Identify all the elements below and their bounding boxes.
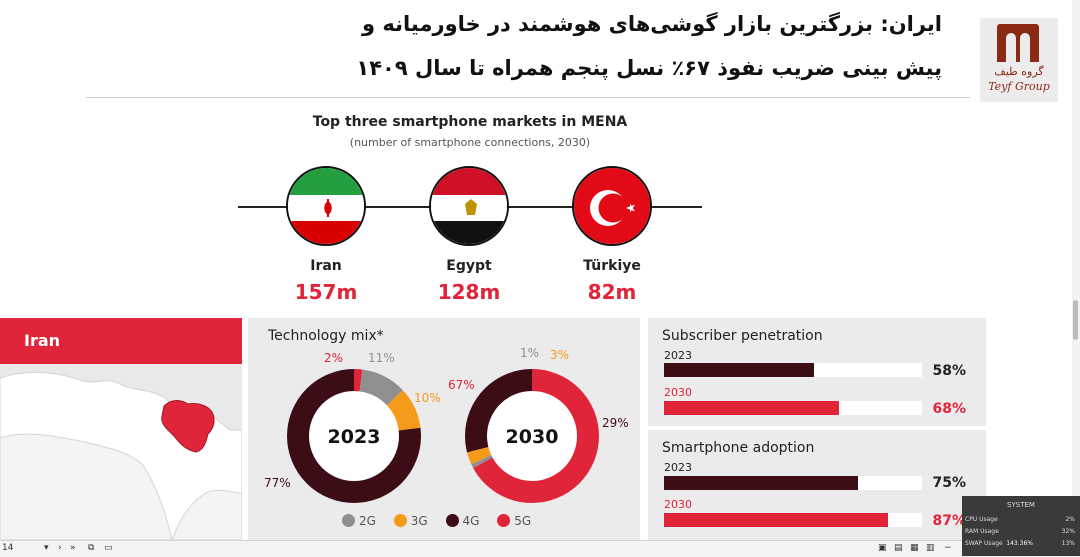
iran-panel-title: Iran [24,331,61,350]
pct-2030-2g: 1% [520,346,540,360]
legend-4g-label: 4G [462,514,480,528]
iran-highlight [161,400,215,453]
markets-chart-title: Top three smartphone markets in MENA [312,114,628,130]
logo-mark-icon [997,24,1039,62]
legend-3g-label: 3G [410,514,428,528]
legend-4g-dot [445,514,459,527]
view-grid-icon[interactable]: ▦ [910,543,919,553]
legend-3g: 3G [393,514,428,528]
donut-2030-slice-4g [465,369,599,503]
ram-value: 32% [1061,528,1075,535]
markets-chart-subtitle: (number of smartphone connections, 2030) [349,136,591,149]
legend-2g-label: 2G [359,514,376,528]
swap-label: SWAP Usage [965,540,1003,547]
penetration-year-2030: 2030 [664,386,692,399]
donut-2023: 2023 [287,369,421,503]
legend-5g-label: 5G [514,514,532,528]
system-row-ram: RAM Usage 32% [965,528,1077,535]
cpu-label: CPU Usage [965,516,998,523]
donut-center-label-2023: 2023 [328,426,381,448]
penetration-track-2030 [664,401,922,415]
subscriber-penetration-panel: Subscriber penetration 2023 58% 2030 68% [648,318,986,426]
egypt-flag-icon [429,166,509,246]
legend-5g-dot [497,514,511,527]
adoption-title: Smartphone adoption [662,440,815,456]
penetration-value-2030: 68% [932,401,966,417]
iran-panel-header: Iran [0,318,242,364]
legend-4g: 4G [445,514,480,528]
market-country-egypt: Egypt [446,258,492,274]
view-double-icon[interactable]: ▤ [894,543,903,553]
penetration-track-2023 [664,363,922,377]
penetration-value-2023: 58% [932,363,966,379]
penetration-title: Subscriber penetration [662,328,823,344]
market-value-egypt: 128m [437,280,501,304]
adoption-year-2030: 2030 [664,498,692,511]
smartphone-adoption-panel: Smartphone adoption 2023 75% 2030 87% [648,430,986,540]
iran-flag-icon [286,166,366,246]
system-row-swap: SWAP Usage 143.36% 13% [965,540,1077,547]
adoption-value-2023: 75% [932,475,966,491]
pct-2023-4g: 77% [264,476,291,490]
market-value-turkiye: 82m [587,280,637,304]
slide: ایران: بزرگترین بازار گوشی‌های هوشمند در… [0,0,1072,540]
legend-2g-dot [342,514,355,527]
market-country-turkiye: Türkiye [583,258,641,274]
page-dropdown-icon[interactable]: ▾ [44,543,49,553]
iran-map-panel: Iran [0,318,242,540]
ram-label: RAM Usage [965,528,999,535]
adoption-track-2030 [664,513,922,527]
adoption-bar-2030 [664,513,889,527]
adoption-bar-2023 [664,476,858,490]
logo-text-fa: گروه طیف [994,65,1044,78]
legend-5g: 5G [497,514,531,528]
title-divider [86,97,970,98]
penetration-bar-2030 [664,401,840,415]
turkiye-flag-icon [572,166,652,246]
system-row-cpu: CPU Usage 2% [965,516,1077,523]
penetration-bar-2023 [664,363,814,377]
pct-2023-5g: 2% [324,351,344,365]
page-number: 14 [2,543,14,553]
slide-title-line-1: ایران: بزرگترین بازار گوشی‌های هوشمند در… [362,12,942,36]
pct-2023-3g: 10% [414,391,441,405]
donut-center-label-2030: 2030 [506,426,559,448]
system-title: SYSTEM [1007,501,1035,509]
adoption-value-2030: 87% [932,513,966,529]
technology-mix-title: Technology mix* [268,328,384,344]
copy-icon[interactable]: ⧉ [88,543,95,553]
market-value-iran: 157m [294,280,358,304]
pct-2030-3g: 3% [550,348,570,362]
legend-3g-dot [393,514,407,527]
fit-page-icon[interactable]: ▭ [104,543,113,553]
market-country-iran: Iran [310,258,342,274]
view-single-icon[interactable]: ▣ [878,543,887,553]
pct-2023-2g: 11% [368,351,395,365]
technology-mix-panel: Technology mix* 2023 2030 2% 11% 10% 77%… [248,318,640,540]
adoption-track-2023 [664,476,922,490]
vertical-scrollbar[interactable] [1073,300,1078,340]
zoom-level: 143.36% [1006,540,1033,547]
viewer-status-bar: 14 ▾ › » ⧉ ▭ ▣ ▤ ▦ ▥ − [0,540,962,557]
system-usage-overlay: SYSTEM CPU Usage 2% RAM Usage 32% SWAP U… [962,496,1080,556]
view-book-icon[interactable]: ▥ [926,543,935,553]
last-page-icon[interactable]: » [70,543,76,553]
logo-text-en: Teyf Group [988,80,1050,93]
donut-2023-slice-4g [287,369,421,503]
next-page-icon[interactable]: › [58,543,62,553]
zoom-out-icon[interactable]: − [944,543,952,553]
legend-2g: 2G [342,514,376,528]
swap-value: 13% [1061,540,1075,547]
pct-2030-4g: 29% [602,416,629,430]
donut-2030: 2030 [465,369,599,503]
slide-title-line-2: پیش بینی ضریب نفوذ ۶۷٪ نسل پنجم همراه تا… [356,56,942,80]
adoption-year-2023: 2023 [664,461,692,474]
penetration-year-2023: 2023 [664,349,692,362]
cpu-value: 2% [1065,516,1075,523]
pct-2030-5g: 67% [448,378,475,392]
technology-legend: 2G 3G 4G 5G [342,514,545,528]
teyf-group-logo: گروه طیف Teyf Group [980,18,1058,102]
